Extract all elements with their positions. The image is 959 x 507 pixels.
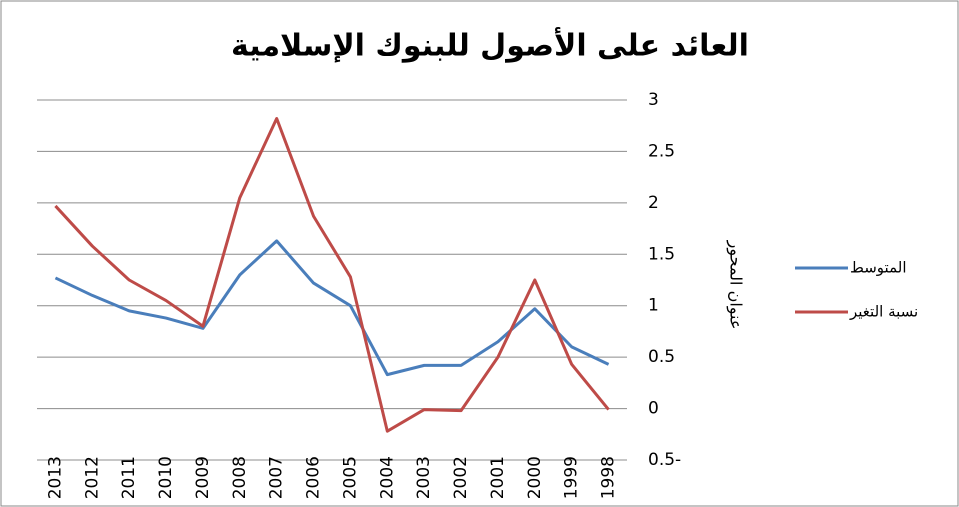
chart-title: العائد على الأصول للبنوك الإسلامية [231, 27, 749, 64]
legend-label: نسبة التغير [849, 303, 918, 321]
y-tick-label: 0 [648, 399, 659, 419]
x-tick-label: 2003 [414, 456, 434, 499]
x-tick-label: 2011 [119, 456, 139, 499]
y-tick-label: 0.5- [648, 450, 681, 470]
line-series [54, 239, 610, 377]
y-tick-label: 2.5 [648, 141, 675, 161]
x-tick-label: 2007 [267, 456, 287, 499]
y-tick-label: 1.5 [648, 244, 675, 264]
x-tick-label: 2002 [451, 456, 471, 499]
x-tick-label: 2001 [488, 456, 508, 499]
x-tick-label: 2006 [304, 456, 324, 499]
x-tick-label: 2012 [82, 456, 102, 499]
y-tick-label: 2 [648, 193, 659, 213]
y-tick-label: 0.5 [648, 347, 675, 367]
x-tick-label: 2004 [377, 456, 397, 499]
x-tick-label: 1998 [599, 456, 619, 499]
y-tick-label: 1 [648, 296, 659, 316]
y-axis-label: عنوان المحور [726, 240, 746, 330]
x-tick-label: 2005 [340, 456, 360, 499]
y-tick-label: 3 [648, 90, 659, 110]
x-tick-label: 2010 [156, 456, 176, 499]
x-tick-label: 2008 [230, 456, 250, 499]
x-tick-label: 2013 [45, 456, 65, 499]
x-tick-label: 2000 [525, 456, 545, 499]
line-series [54, 117, 610, 433]
x-tick-label: 2009 [193, 456, 213, 499]
legend-label: المتوسط [850, 259, 907, 277]
x-tick-label: 1999 [562, 456, 582, 499]
